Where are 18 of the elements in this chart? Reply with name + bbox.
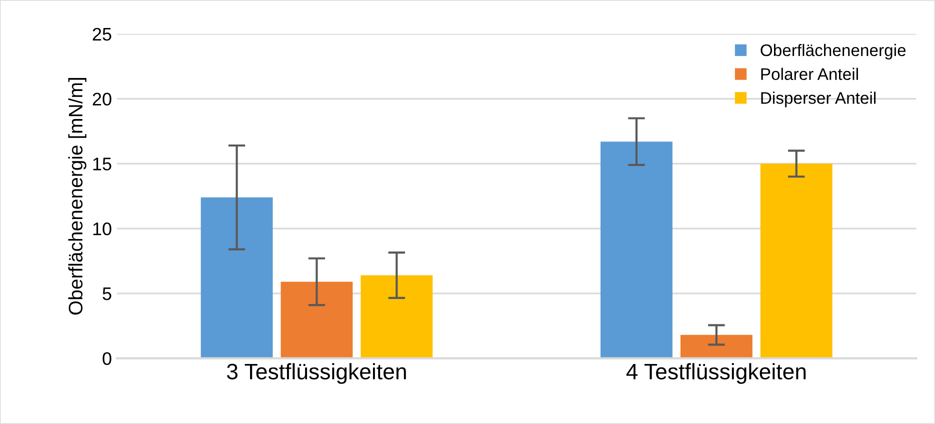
- bar: [280, 282, 353, 358]
- bar: [200, 197, 273, 358]
- y-tick-label: 0: [102, 352, 112, 365]
- x-tick-label: 3 Testflüssigkeiten: [226, 363, 406, 384]
- legend-label: Oberflächenenergie: [760, 44, 906, 60]
- bar: [760, 164, 832, 358]
- x-tick-label: 4 Testflüssigkeiten: [626, 363, 806, 384]
- bar: [680, 334, 752, 358]
- y-tick-label: 10: [93, 222, 112, 236]
- y-tick-label: 5: [102, 288, 112, 300]
- y-axis-title: Oberflächenenergie [mN/m]: [68, 78, 86, 315]
- y-tick-label: 25: [92, 28, 112, 41]
- bar: [360, 275, 433, 358]
- y-tick-label: 20: [92, 92, 112, 106]
- y-tick-label: 15: [93, 158, 112, 170]
- legend-label: Disperser Anteil: [761, 92, 876, 108]
- bar: [600, 142, 672, 358]
- legend-label: Polarer Anteil: [761, 68, 858, 80]
